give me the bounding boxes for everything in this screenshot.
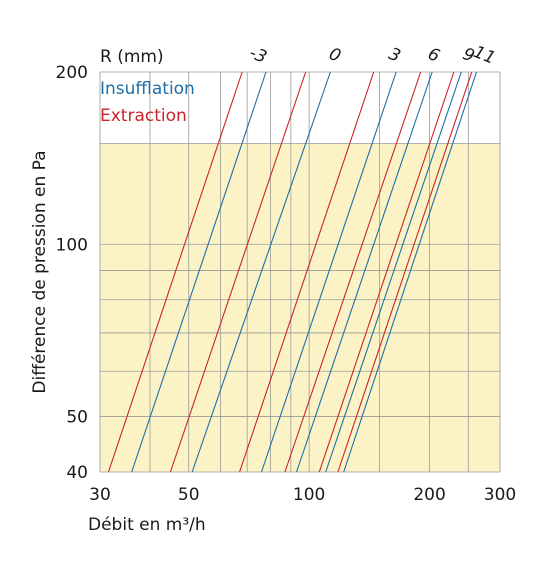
r-value-label: 0: [326, 44, 344, 67]
legend-entry-insufflation: Insufflation: [100, 79, 195, 99]
y-tick-label: 40: [66, 463, 88, 483]
legend-entry-extraction: Extraction: [100, 106, 187, 126]
series-line-2: [131, 71, 267, 473]
series-line-10: [325, 71, 462, 473]
shaded-region: [100, 143, 500, 472]
x-axis-label: Débit en m³/h: [88, 515, 206, 535]
series-line-4: [191, 71, 331, 473]
series-line-9: [318, 71, 455, 473]
y-tick-label: 200: [56, 63, 88, 83]
y-tick-label: 100: [56, 235, 88, 255]
x-tick-label: 300: [484, 485, 516, 505]
series-line-6: [260, 71, 397, 473]
x-tick-label: 100: [293, 485, 325, 505]
series-line-11: [337, 71, 473, 473]
series-line-12: [343, 71, 477, 473]
x-tick-label: 50: [178, 485, 200, 505]
series-line-7: [284, 71, 422, 473]
r-header: R (mm): [100, 47, 164, 67]
r-value-label: -3: [246, 43, 269, 68]
series-line-5: [239, 71, 375, 473]
x-tick-label: 200: [413, 485, 445, 505]
y-axis-label: Différence de pression en Pa: [30, 150, 50, 393]
series-line-1: [107, 71, 243, 473]
series-line-8: [296, 71, 433, 473]
y-tick-label: 50: [66, 408, 88, 428]
r-value-label: 6: [425, 44, 443, 67]
series-line-3: [169, 71, 307, 473]
x-tick-label: 30: [89, 485, 111, 505]
r-value-label: 3: [386, 44, 404, 67]
